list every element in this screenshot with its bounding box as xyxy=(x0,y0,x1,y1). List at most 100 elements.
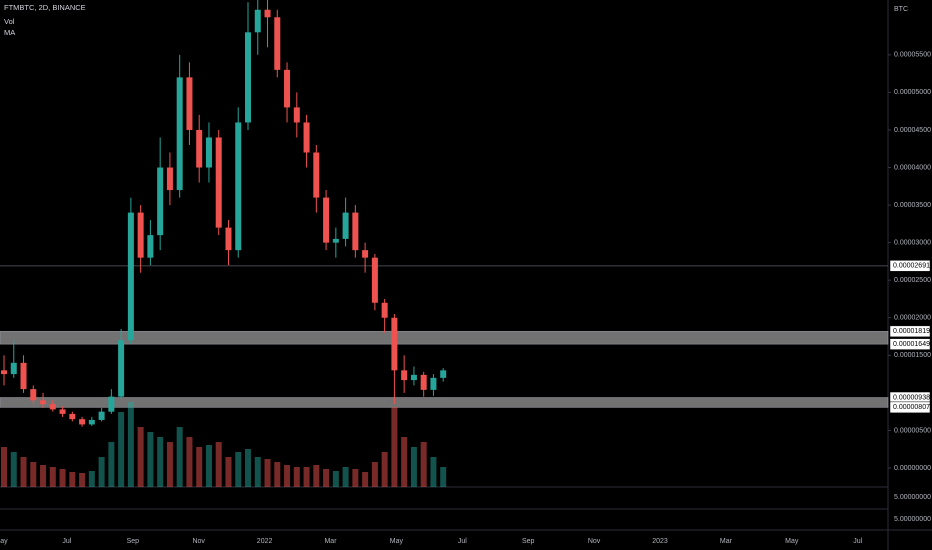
volume-bar xyxy=(215,442,222,487)
candle-body xyxy=(166,167,173,191)
volume-bar xyxy=(186,437,193,487)
candle-body xyxy=(20,362,27,390)
volume-bar xyxy=(108,442,115,487)
candle-body xyxy=(264,9,271,18)
volume-bar xyxy=(166,442,173,487)
volume-bar xyxy=(176,427,183,487)
volume-bar xyxy=(137,427,144,487)
volume-bar xyxy=(352,469,359,487)
candle-body xyxy=(157,167,164,236)
candle-body xyxy=(254,9,261,33)
volume-bar xyxy=(235,452,242,487)
candle-body xyxy=(127,212,134,341)
price-tag xyxy=(889,338,931,350)
candle-body xyxy=(245,32,251,123)
price-tag-label: 0.00000807 xyxy=(893,404,930,411)
candle-body xyxy=(40,400,47,405)
volume-bar xyxy=(30,462,37,487)
candle-body xyxy=(186,77,193,130)
candle-body xyxy=(205,137,212,168)
candle-body xyxy=(371,257,378,303)
volume-bar xyxy=(88,471,95,487)
volume-bar xyxy=(274,462,281,487)
y-tick-label: 0.00003500 xyxy=(894,202,931,209)
x-tick-label: May xyxy=(0,538,8,545)
volume-bar xyxy=(293,467,300,487)
volume-bar xyxy=(59,469,66,487)
y-tick-label: 0.00005500 xyxy=(894,52,931,59)
indicator-label: MA xyxy=(4,28,15,37)
x-tick-label: May xyxy=(390,538,404,545)
y-tick-label: 0.00005000 xyxy=(894,89,931,96)
candle-body xyxy=(98,411,105,420)
candle-body xyxy=(352,212,359,251)
x-tick-label: Sep xyxy=(522,538,535,545)
candle-body xyxy=(303,122,310,153)
volume-bar xyxy=(401,437,408,487)
candle-body xyxy=(410,374,417,381)
volume-bar xyxy=(157,437,164,487)
candle-body xyxy=(381,302,388,318)
candle-body xyxy=(79,419,86,425)
zone xyxy=(0,397,889,408)
volume-bar xyxy=(362,472,369,487)
candle-body xyxy=(323,197,330,243)
candle-body xyxy=(440,370,447,378)
volume-bar xyxy=(40,465,47,487)
volume-axis-label: 5.00000000 xyxy=(894,516,931,523)
volume-bar xyxy=(205,445,212,487)
indicator-label: Vol xyxy=(4,17,15,26)
candle-body xyxy=(401,370,408,381)
volume-bar xyxy=(10,452,17,487)
volume-bar xyxy=(69,472,76,487)
volume-bar xyxy=(147,432,154,487)
candle-body xyxy=(362,250,369,258)
candle-body xyxy=(274,17,281,70)
volume-bar xyxy=(410,447,417,487)
candle-body xyxy=(108,396,115,412)
candle-body xyxy=(284,69,291,108)
chart-title: FTMBTC, 2D, BINANCE xyxy=(4,3,86,12)
x-tick-label: Nov xyxy=(588,538,601,545)
candle-body xyxy=(59,409,66,414)
candle-body xyxy=(420,374,427,390)
price-tag xyxy=(889,325,931,338)
volume-bar xyxy=(303,467,310,487)
volume-bar xyxy=(420,442,427,487)
y-tick-label: 0.00003000 xyxy=(894,239,931,246)
volume-bar xyxy=(371,462,378,487)
candle-body xyxy=(332,238,339,243)
y-tick-label: 0.00004500 xyxy=(894,127,931,134)
candle-body xyxy=(430,377,437,390)
price-tag-label: 0.00001649 xyxy=(893,341,930,348)
volume-bar xyxy=(381,452,388,487)
price-tag-label: 0.00002691 xyxy=(893,263,930,270)
x-tick-label: Jul xyxy=(458,538,467,545)
volume-bar xyxy=(225,457,232,487)
candle-body xyxy=(235,122,242,251)
candle-body xyxy=(30,389,37,401)
volume-bar xyxy=(313,465,320,487)
y-tick-label: 0.00002000 xyxy=(894,315,931,322)
volume-bar xyxy=(342,467,349,487)
candle-body xyxy=(342,212,349,239)
volume-bar xyxy=(254,457,261,487)
volume-bar xyxy=(79,473,86,487)
volume-bar xyxy=(1,447,7,487)
volume-bar xyxy=(245,449,251,487)
candle-body xyxy=(147,235,154,258)
candle-body xyxy=(391,317,398,371)
candle-body xyxy=(49,404,56,410)
candle-body xyxy=(176,77,183,191)
candle-body xyxy=(88,419,95,425)
x-tick-label: 2023 xyxy=(652,538,668,545)
candle-body xyxy=(196,129,203,168)
x-tick-label: Mar xyxy=(720,538,733,545)
price-tag xyxy=(889,401,931,414)
volume-bar xyxy=(391,407,398,487)
volume-axis-label: 5.00000000 xyxy=(894,494,931,501)
candle-body xyxy=(118,340,125,397)
volume-bar xyxy=(20,457,27,487)
volume-bar xyxy=(127,402,134,487)
